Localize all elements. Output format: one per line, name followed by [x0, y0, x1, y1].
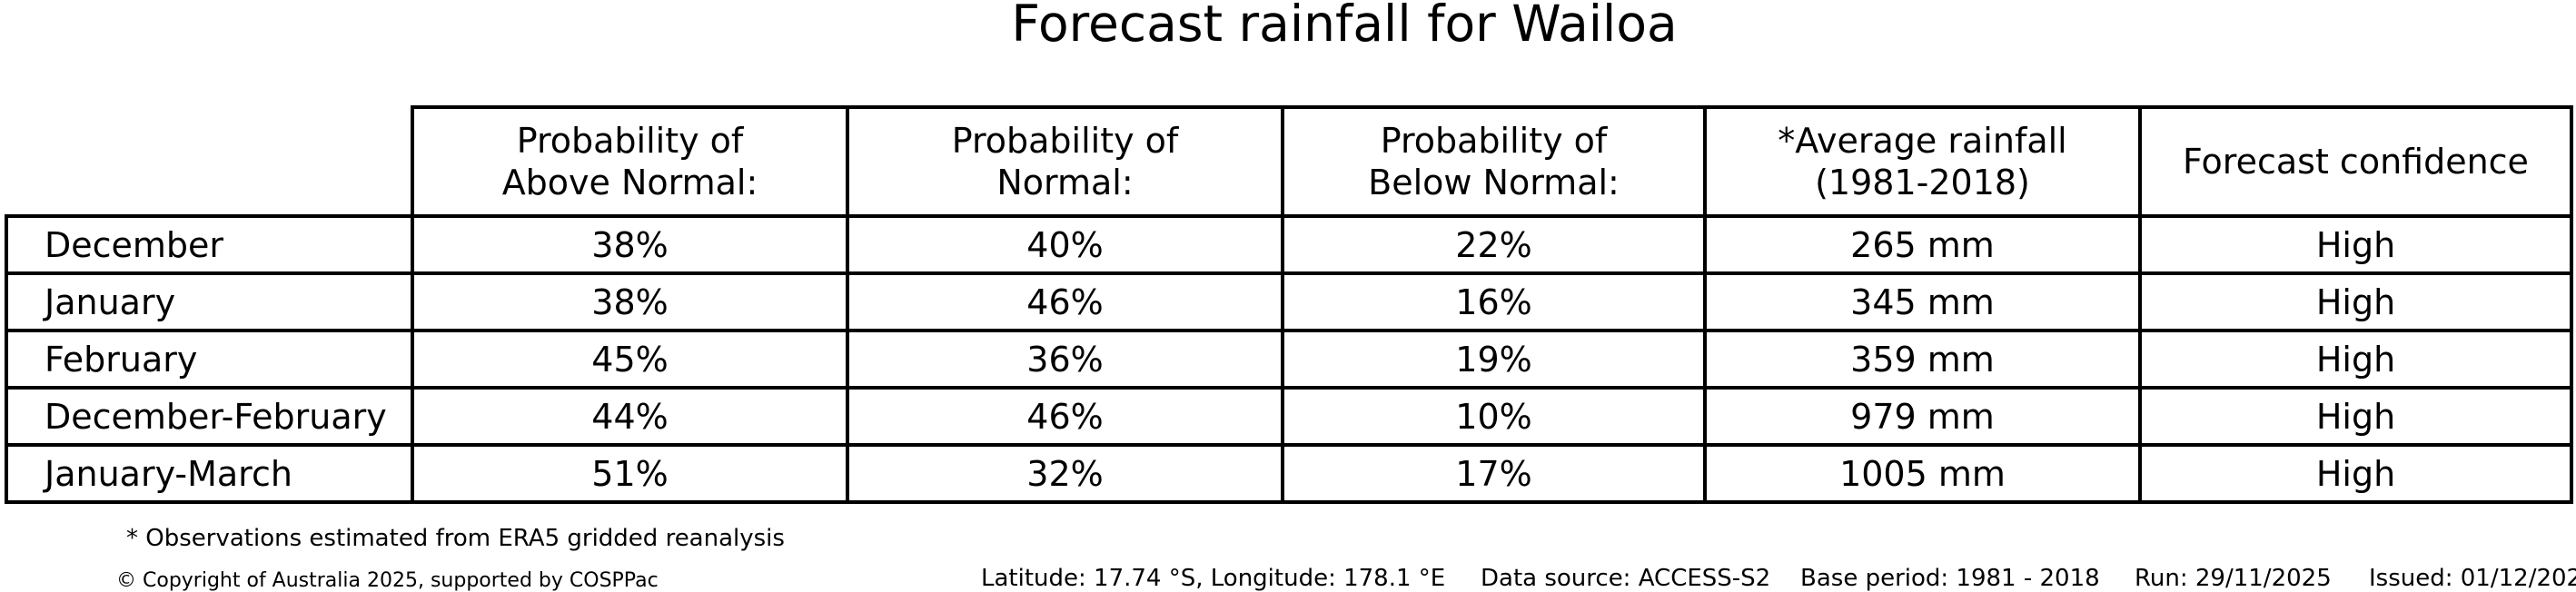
col-header-prob-below-normal: Probability of Below Normal:: [1281, 105, 1707, 218]
cell-prob-normal: 36%: [846, 329, 1284, 390]
cell-prob-normal: 40%: [846, 214, 1284, 275]
cell-forecast-confidence: High: [2138, 443, 2573, 504]
col-header-prob-above-normal: Probability of Above Normal:: [411, 105, 849, 218]
cell-prob-normal: 46%: [846, 271, 1284, 332]
cell-prob-above-normal: 45%: [411, 329, 849, 390]
issued-date-text: Issued: 01/12/2025: [2369, 565, 2576, 592]
copyright-text: © Copyright of Australia 2025, supported…: [116, 569, 659, 592]
cell-forecast-confidence: High: [2138, 386, 2573, 447]
cell-prob-below-normal: 10%: [1281, 386, 1707, 447]
row-label: January-March: [5, 443, 414, 504]
cell-prob-above-normal: 38%: [411, 214, 849, 275]
col-header-average-rainfall: *Average rainfall (1981-2018): [1703, 105, 2142, 218]
cell-prob-below-normal: 16%: [1281, 271, 1707, 332]
forecast-table: Probability of Above Normal: Probability…: [5, 105, 2573, 504]
base-period-text: Base period: 1981 - 2018: [1800, 565, 2100, 592]
row-label: December-February: [5, 386, 414, 447]
row-label: January: [5, 271, 414, 332]
cell-prob-below-normal: 17%: [1281, 443, 1707, 504]
data-source-text: Data source: ACCESS-S2: [1481, 565, 1771, 592]
run-date-text: Run: 29/11/2025: [2135, 565, 2332, 592]
cell-prob-above-normal: 38%: [411, 271, 849, 332]
header-row: Probability of Above Normal: Probability…: [6, 105, 2573, 218]
cell-forecast-confidence: High: [2138, 214, 2573, 275]
cell-prob-below-normal: 19%: [1281, 329, 1707, 390]
cell-prob-above-normal: 51%: [411, 443, 849, 504]
cell-average-rainfall: 1005 mm: [1703, 443, 2142, 504]
page-title: Forecast rainfall for Wailoa: [1011, 0, 1678, 53]
cell-forecast-confidence: High: [2138, 271, 2573, 332]
cell-average-rainfall: 345 mm: [1703, 271, 2142, 332]
row-label: December: [5, 214, 414, 275]
table-row-january: January 38% 46% 16% 345 mm High: [5, 271, 2573, 332]
row-label: February: [5, 329, 414, 390]
cell-prob-normal: 32%: [846, 443, 1284, 504]
table-row-january-march: January-March 51% 32% 17% 1005 mm High: [5, 443, 2573, 504]
table-row-december-february: December-February 44% 46% 10% 979 mm Hig…: [5, 386, 2573, 447]
cell-average-rainfall: 979 mm: [1703, 386, 2142, 447]
cell-prob-below-normal: 22%: [1281, 214, 1707, 275]
cell-average-rainfall: 265 mm: [1703, 214, 2142, 275]
cell-average-rainfall: 359 mm: [1703, 329, 2142, 390]
observations-footnote: * Observations estimated from ERA5 gridd…: [126, 525, 785, 552]
corner-cell: [6, 107, 412, 216]
location-text: Latitude: 17.74 °S, Longitude: 178.1 °E: [981, 565, 1446, 592]
col-header-prob-normal: Probability of Normal:: [846, 105, 1284, 218]
cell-forecast-confidence: High: [2138, 329, 2573, 390]
table-row-february: February 45% 36% 19% 359 mm High: [5, 329, 2573, 390]
cell-prob-above-normal: 44%: [411, 386, 849, 447]
cell-prob-normal: 46%: [846, 386, 1284, 447]
table-row-december: December 38% 40% 22% 265 mm High: [5, 214, 2573, 275]
col-header-forecast-confidence: Forecast confidence: [2138, 105, 2573, 218]
